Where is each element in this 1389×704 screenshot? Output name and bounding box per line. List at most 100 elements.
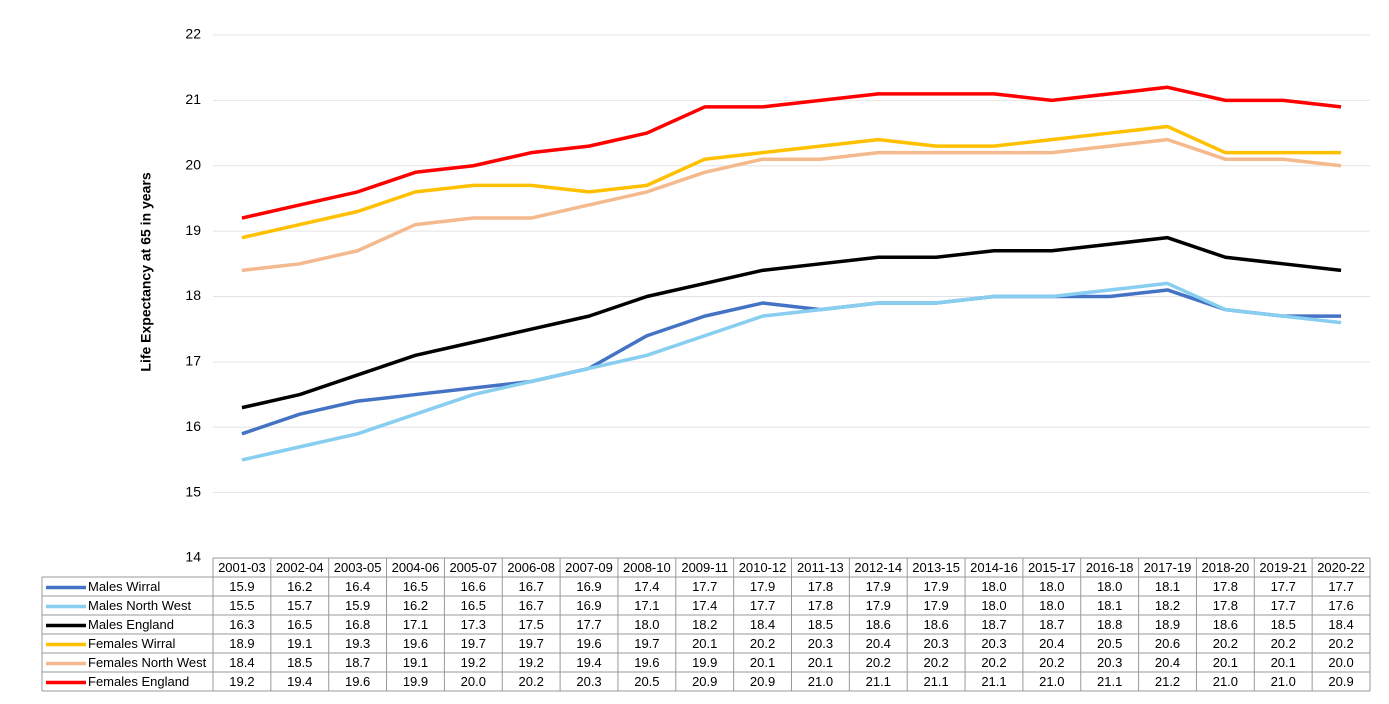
x-tick-label: 2011-13 [797, 560, 844, 575]
table-cell: 19.2 [461, 655, 486, 670]
table-cell: 19.1 [287, 636, 312, 651]
table-cell: 17.9 [923, 598, 948, 613]
table-cell: 16.4 [345, 579, 370, 594]
table-cell: 18.5 [808, 617, 833, 632]
x-tick-label: 2014-16 [970, 560, 1018, 575]
table-cell: 18.0 [1097, 579, 1122, 594]
legend-label: Females Wirral [88, 636, 176, 651]
table-cell: 16.6 [461, 579, 486, 594]
y-tick-label: 14 [185, 549, 201, 565]
table-cell: 18.2 [1155, 598, 1180, 613]
table-cell: 15.9 [345, 598, 370, 613]
table-cell: 17.9 [750, 579, 775, 594]
x-tick-label: 2002-04 [276, 560, 324, 575]
table-cell: 17.9 [866, 579, 891, 594]
table-cell: 18.4 [229, 655, 254, 670]
y-axis-label: Life Expectancy at 65 in years [138, 172, 154, 371]
table-cell: 20.1 [750, 655, 775, 670]
table-cell: 19.7 [634, 636, 659, 651]
table-cell: 17.6 [1328, 598, 1353, 613]
table-cell: 19.6 [634, 655, 659, 670]
table-cell: 20.6 [1155, 636, 1180, 651]
table-cell: 19.7 [461, 636, 486, 651]
table-cell: 20.4 [1155, 655, 1180, 670]
y-tick-label: 19 [185, 222, 201, 238]
y-tick-label: 22 [185, 26, 201, 42]
y-tick-label: 15 [185, 483, 201, 499]
table-cell: 17.9 [866, 598, 891, 613]
table-cell: 20.1 [1271, 655, 1296, 670]
table-cell: 16.3 [229, 617, 254, 632]
table-cell: 20.3 [923, 636, 948, 651]
legend-label: Males North West [88, 598, 191, 613]
table-cell: 20.0 [461, 674, 486, 689]
legend-label: Males England [88, 617, 174, 632]
x-tick-label: 2005-07 [449, 560, 497, 575]
series-line [241, 124, 1342, 240]
table-cell: 17.5 [519, 617, 544, 632]
x-tick-label: 2004-06 [392, 560, 440, 575]
x-tick-label: 2016-18 [1086, 560, 1134, 575]
table-cell: 18.1 [1097, 598, 1122, 613]
table-cell: 16.7 [519, 598, 544, 613]
table-cell: 18.6 [1213, 617, 1238, 632]
table-cell: 17.4 [634, 579, 659, 594]
table-cell: 20.2 [923, 655, 948, 670]
table-cell: 17.1 [403, 617, 428, 632]
table-cell: 18.7 [1039, 617, 1064, 632]
table-cell: 20.9 [750, 674, 775, 689]
table-cell: 20.4 [1039, 636, 1064, 651]
table-cell: 20.1 [808, 655, 833, 670]
table-cell: 20.9 [692, 674, 717, 689]
table-cell: 21.1 [923, 674, 948, 689]
table-cell: 21.0 [808, 674, 833, 689]
table-cell: 18.4 [750, 617, 775, 632]
table-cell: 16.7 [519, 579, 544, 594]
x-tick-label: 2012-14 [854, 560, 902, 575]
table-cell: 20.3 [576, 674, 601, 689]
x-tick-label: 2019-21 [1259, 560, 1307, 575]
table-cell: 18.7 [345, 655, 370, 670]
table-cell: 16.2 [403, 598, 428, 613]
table-cell: 19.1 [403, 655, 428, 670]
table-cell: 18.0 [981, 598, 1006, 613]
table-cell: 20.3 [1097, 655, 1122, 670]
table-cell: 19.4 [287, 674, 312, 689]
table-cell: 17.7 [1328, 579, 1353, 594]
x-tick-label: 2008-10 [623, 560, 671, 575]
table-cell: 20.2 [1271, 636, 1296, 651]
x-tick-label: 2001-03 [218, 560, 266, 575]
table-cell: 17.9 [923, 579, 948, 594]
table-cell: 20.1 [692, 636, 717, 651]
legend-label: Females North West [88, 655, 207, 670]
table-cell: 17.4 [692, 598, 717, 613]
table-cell: 16.5 [403, 579, 428, 594]
table-cell: 18.5 [287, 655, 312, 670]
table-cell: 20.5 [1097, 636, 1122, 651]
legend-label: Males Wirral [88, 579, 160, 594]
table-cell: 18.0 [634, 617, 659, 632]
table-cell: 18.6 [923, 617, 948, 632]
table-cell: 20.2 [1213, 636, 1238, 651]
x-tick-label: 2003-05 [334, 560, 382, 575]
table-cell: 20.2 [1039, 655, 1064, 670]
table-cell: 17.7 [750, 598, 775, 613]
table-cell: 20.5 [634, 674, 659, 689]
table-cell: 20.3 [808, 636, 833, 651]
table-cell: 15.7 [287, 598, 312, 613]
y-tick-label: 18 [185, 287, 201, 303]
table-cell: 20.2 [519, 674, 544, 689]
x-tick-label: 2006-08 [507, 560, 555, 575]
table-cell: 21.1 [981, 674, 1006, 689]
table-cell: 19.6 [345, 674, 370, 689]
table-cell: 17.3 [461, 617, 486, 632]
x-tick-label: 2015-17 [1028, 560, 1076, 575]
table-cell: 18.8 [1097, 617, 1122, 632]
table-cell: 16.8 [345, 617, 370, 632]
table-cell: 20.2 [981, 655, 1006, 670]
table-cell: 21.0 [1271, 674, 1296, 689]
table-cell: 19.2 [519, 655, 544, 670]
table-cell: 21.1 [866, 674, 891, 689]
